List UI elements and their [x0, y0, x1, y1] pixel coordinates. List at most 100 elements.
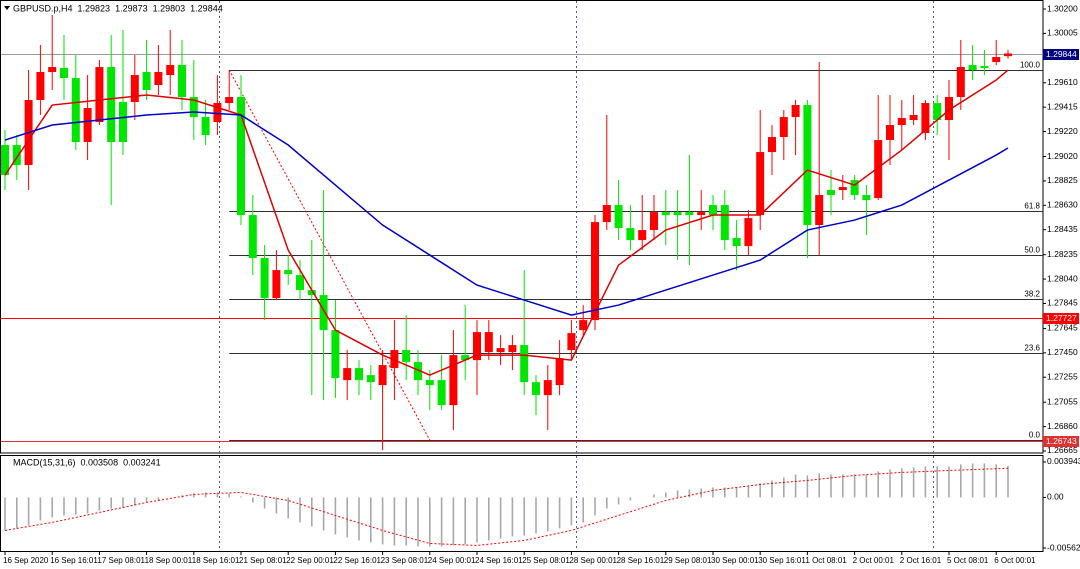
fib-label: 100.0	[1020, 61, 1041, 70]
candle-body	[909, 115, 918, 121]
candle-body	[720, 205, 729, 241]
candle-body	[154, 72, 163, 86]
y-tick-label: 1.27645	[1047, 323, 1078, 333]
candle-body	[307, 290, 316, 296]
candle-body	[673, 212, 682, 216]
y-tick-label: 1.28235	[1047, 249, 1078, 259]
x-tick-label: 24 Sep 00:01	[428, 556, 476, 565]
x-tick-label: 29 Sep 08:01	[664, 556, 712, 565]
candle-body	[166, 65, 175, 76]
candle-body	[992, 57, 1001, 63]
candle-body	[213, 103, 222, 123]
candle-body	[425, 380, 434, 386]
candle-body	[956, 67, 965, 98]
price-label-box	[1043, 436, 1079, 447]
bid-label: 1.29844	[1046, 49, 1077, 59]
price-label: 1.27727	[1046, 313, 1077, 323]
y-tick-label: 1.27845	[1047, 298, 1078, 308]
x-tick-label: 30 Sep 16:01	[758, 556, 806, 565]
y-tick-label: 1.28630	[1047, 200, 1078, 210]
candle-body	[638, 230, 647, 241]
candle-body	[815, 195, 824, 226]
candle-body	[83, 108, 92, 143]
candle-body	[567, 333, 576, 351]
candle-body	[1004, 53, 1012, 57]
candle-body	[897, 118, 906, 126]
fib-label: 23.6	[1024, 344, 1040, 353]
x-tick-label: 21 Sep 08:01	[239, 556, 287, 565]
x-tick-label: 22 Sep 16:01	[333, 556, 381, 565]
candle-body	[968, 65, 977, 71]
candle-body	[378, 365, 387, 386]
candle-body	[225, 97, 234, 104]
candle-body	[732, 238, 741, 247]
candle-body	[130, 75, 139, 103]
bid-label-box	[1043, 49, 1079, 60]
macd-panel-border	[0, 455, 1044, 552]
y-tick-label: 1.26665	[1047, 445, 1078, 455]
candle-body	[284, 270, 293, 275]
candle-body	[614, 205, 623, 229]
candle-body	[237, 97, 245, 216]
candle-body	[272, 270, 281, 299]
candle-body	[189, 97, 198, 118]
candle-body	[12, 145, 21, 166]
candle-body	[933, 103, 942, 121]
moving-average	[4, 111, 1009, 316]
x-tick-label: 6 Oct 00:01	[994, 556, 1036, 565]
y-tick-label: 1.30200	[1047, 3, 1078, 13]
candle-body	[449, 355, 458, 406]
y-tick-label: 1.27255	[1047, 371, 1078, 381]
x-tick-label: 25 Sep 08:01	[522, 556, 570, 565]
main-panel-border	[0, 0, 1044, 454]
candle-body	[827, 190, 835, 196]
y-tick-label: 1.28435	[1047, 224, 1078, 234]
candle-body	[626, 228, 635, 241]
x-tick-label: 24 Sep 16:01	[475, 556, 523, 565]
candle-body	[508, 345, 517, 353]
header-text: 1.29823	[78, 3, 111, 13]
y-tick-label: 0.00	[1047, 492, 1064, 502]
candle-body	[366, 375, 375, 383]
candle-body	[697, 212, 706, 216]
candle-body	[107, 67, 116, 143]
period-separators	[219, 1, 934, 551]
candle-body	[980, 66, 989, 69]
candle-body	[791, 105, 800, 118]
candle-body	[496, 348, 505, 353]
y-tick-label: 1.28040	[1047, 273, 1078, 283]
candle-body	[71, 78, 80, 143]
candle-body	[402, 350, 411, 363]
candle-body	[331, 330, 340, 379]
y-tick-label: 1.29220	[1047, 126, 1078, 136]
candle-body	[661, 212, 670, 216]
x-tick-label: 16 Sep 2020	[3, 556, 49, 565]
x-tick-label: 2 Oct 00:01	[853, 556, 895, 565]
x-tick-label: 28 Sep 16:01	[617, 556, 665, 565]
candle-body	[862, 195, 871, 201]
candle-body	[803, 105, 812, 226]
header-text: GBPUSD.p,H4	[13, 3, 73, 13]
y-tick-label: 1.29020	[1047, 151, 1078, 161]
candle-body	[201, 117, 210, 136]
candle-body	[756, 152, 765, 216]
candle-body	[532, 382, 540, 396]
candle-body	[390, 350, 399, 369]
candle-body	[473, 332, 481, 361]
header-text: 0.003241	[123, 457, 161, 467]
header-text: 0.003508	[81, 457, 119, 467]
header-text: 1.29803	[153, 3, 186, 13]
x-tick-label: 16 Sep 16:01	[50, 556, 98, 565]
candle-body	[921, 103, 930, 134]
candle-body	[602, 205, 611, 223]
candle-body	[95, 67, 104, 123]
candle-body	[119, 102, 127, 143]
x-tick-label: 23 Sep 08:01	[381, 556, 429, 565]
x-tick-label: 2 Oct 16:01	[900, 556, 942, 565]
candle-body	[520, 345, 529, 383]
candle-body	[838, 187, 847, 191]
candle-body	[343, 368, 352, 381]
y-tick-label: 1.27055	[1047, 396, 1078, 406]
